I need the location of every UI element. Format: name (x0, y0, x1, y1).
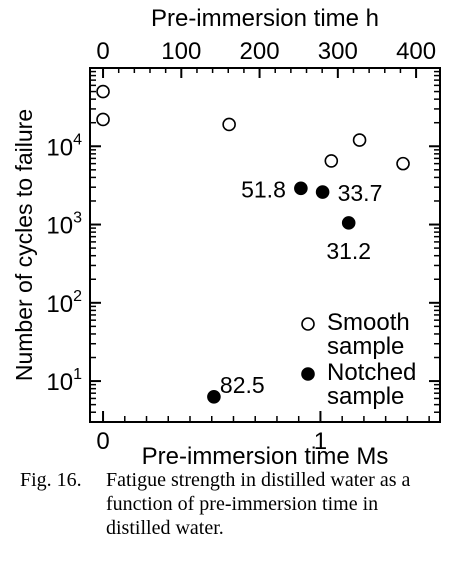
data-labels: 82.5 51.8 33.7 31.2 (220, 176, 382, 397)
smooth-sample-point (352, 133, 367, 147)
x2-tick-label: 100 (161, 38, 201, 65)
x2-tick-label: 200 (240, 38, 280, 65)
notched-point-label: 51.8 (241, 176, 286, 202)
legend-label-line2: sample (327, 383, 404, 410)
figure-caption: Fig. 16. Fatigue strength in distilled wa… (20, 468, 450, 540)
smooth-sample-point (222, 117, 236, 132)
x-tick-label: 1 (314, 428, 327, 455)
y-tick-base: 10 (46, 134, 73, 161)
x-axis-label: Pre-immersion time Ms (142, 443, 389, 468)
y-axis-label: Number of cycles to failure (11, 109, 37, 381)
smooth-sample-point (96, 84, 110, 99)
notched-point-label: 31.2 (326, 238, 371, 264)
y-tick-label: 103 (46, 210, 82, 240)
x-tick-label: 0 (96, 428, 109, 455)
plot-frame (89, 67, 441, 423)
data-points (96, 84, 410, 404)
legend-label-line2: sample (327, 333, 404, 360)
x2-axis-label: Pre-immersion time h (151, 5, 379, 32)
y-tick-base: 10 (46, 291, 73, 318)
notched-sample-point (294, 181, 308, 196)
x2-tick-label: 300 (318, 38, 358, 65)
axis-ticks (90, 67, 440, 423)
legend-notched-marker (301, 367, 315, 381)
y-tick-exponent: 4 (73, 131, 82, 148)
legend-smooth-marker (301, 317, 315, 331)
notched-sample-point (341, 216, 356, 230)
smooth-sample-point (96, 112, 110, 127)
y-tick-base: 10 (46, 213, 73, 240)
smooth-sample-point (396, 156, 410, 171)
legend-label-line1: Smooth (327, 309, 410, 336)
y-tick-base: 10 (46, 369, 73, 396)
x2-tick-label: 0 (96, 38, 109, 65)
y-tick-exponent: 1 (73, 366, 82, 383)
y-tick-exponent: 3 (73, 210, 82, 227)
smooth-sample-point (324, 154, 339, 168)
legend-label-line1: Notched (327, 359, 416, 386)
notched-point-label: 82.5 (220, 372, 265, 398)
y-tick-exponent: 2 (73, 288, 82, 305)
y-tick-label: 101 (46, 366, 82, 396)
y-tick-label: 102 (46, 288, 82, 318)
notched-sample-point (315, 185, 330, 199)
caption-text: Fatigue strength in distilled water as a… (106, 469, 411, 539)
notched-point-label: 33.7 (338, 180, 383, 206)
caption-number: Fig. 16. (20, 469, 82, 491)
y-tick-label: 104 (46, 131, 82, 161)
x2-tick-label: 400 (396, 38, 436, 65)
notched-sample-point (207, 389, 221, 404)
